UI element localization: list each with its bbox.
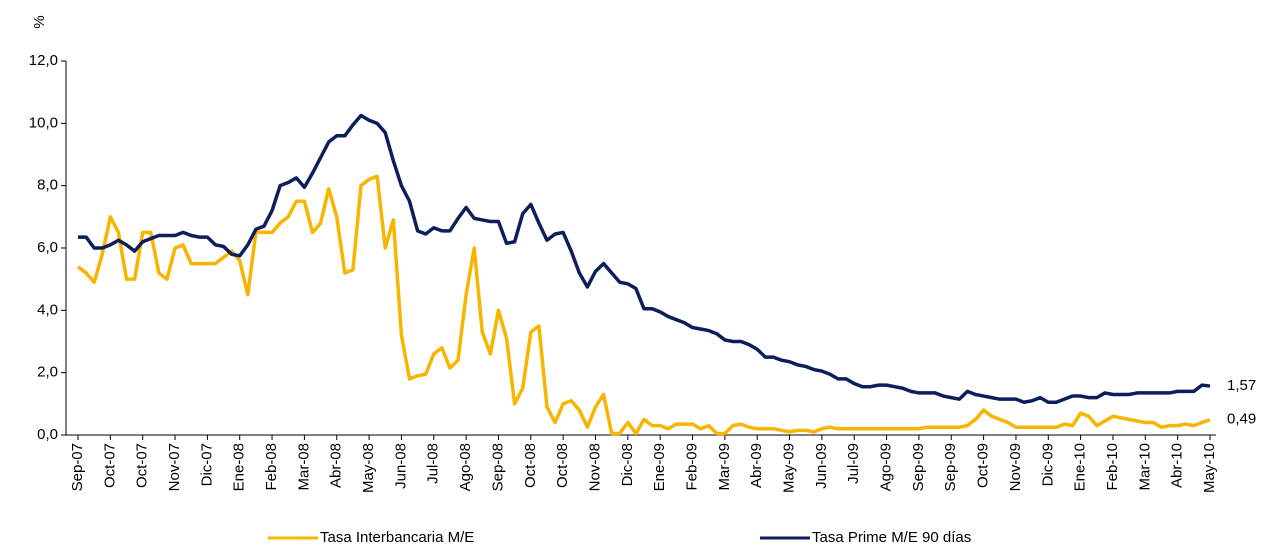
x-tick-label: Jul-08 <box>425 443 442 484</box>
x-tick-label: Nov-09 <box>1007 443 1024 491</box>
x-tick-label: Dic-07 <box>198 443 215 486</box>
x-tick-label: Jun-09 <box>813 443 830 489</box>
y-tick-label: 10,0 <box>29 114 58 131</box>
x-tick-label: Abr-09 <box>748 443 765 488</box>
x-tick-label: Sep-07 <box>69 443 86 491</box>
x-tick-label: Dic-09 <box>1039 443 1056 486</box>
y-tick-label: 0,0 <box>37 426 58 443</box>
x-tick-label: Dic-08 <box>619 443 636 486</box>
x-tick-label: Oct-09 <box>975 443 992 488</box>
x-tick-label: Oct-07 <box>134 443 151 488</box>
x-tick-label: Feb-09 <box>683 443 700 491</box>
x-tick-label: Sep-09 <box>942 443 959 491</box>
x-tick-label: Sep-09 <box>910 443 927 491</box>
x-tick-label: Oct-08 <box>554 443 571 488</box>
x-tick-label: Ene-09 <box>651 443 668 491</box>
x-tick-label: Mar-10 <box>1136 443 1153 491</box>
x-tick-label: Abr-08 <box>328 443 345 488</box>
x-tick-label: Ago-09 <box>878 443 895 491</box>
x-tick-label: Feb-08 <box>263 443 280 491</box>
x-tick-label: Nov-07 <box>166 443 183 491</box>
y-tick-label: 8,0 <box>37 177 58 194</box>
x-tick-label: Oct-08 <box>522 443 539 488</box>
y-tick-label: 12,0 <box>29 52 58 69</box>
x-tick-label: Nov-08 <box>586 443 603 491</box>
x-tick-label: Jul-09 <box>845 443 862 484</box>
y-tick-label: 4,0 <box>37 301 58 318</box>
x-tick-label: Feb-10 <box>1104 443 1121 491</box>
x-tick-label: Mar-08 <box>295 443 312 491</box>
x-tick-label: Ene-10 <box>1072 443 1089 491</box>
x-tick-label: May-09 <box>781 443 798 493</box>
x-tick-label: May-08 <box>360 443 377 493</box>
y-axis-label: % <box>31 15 48 28</box>
x-tick-label: Sep-08 <box>489 443 506 491</box>
x-tick-label: Jun-08 <box>392 443 409 489</box>
x-tick-label: Abr-10 <box>1169 443 1186 488</box>
value-label: 0,49 <box>1227 411 1256 428</box>
y-tick-label: 6,0 <box>37 239 58 256</box>
x-tick-label: Mar-09 <box>716 443 733 491</box>
x-tick-label: Oct-07 <box>101 443 118 488</box>
series-line <box>76 174 1211 436</box>
x-tick-label: May-10 <box>1201 443 1218 493</box>
series-line <box>78 113 1211 405</box>
x-tick-label: Ago-08 <box>457 443 474 491</box>
value-label: 1,57 <box>1227 377 1256 394</box>
legend-label: Tasa Prime M/E 90 días <box>812 529 971 546</box>
legend-label: Tasa Interbancaria M/E <box>320 529 474 546</box>
y-tick-label: 2,0 <box>37 364 58 381</box>
x-tick-label: Ene-08 <box>231 443 248 491</box>
